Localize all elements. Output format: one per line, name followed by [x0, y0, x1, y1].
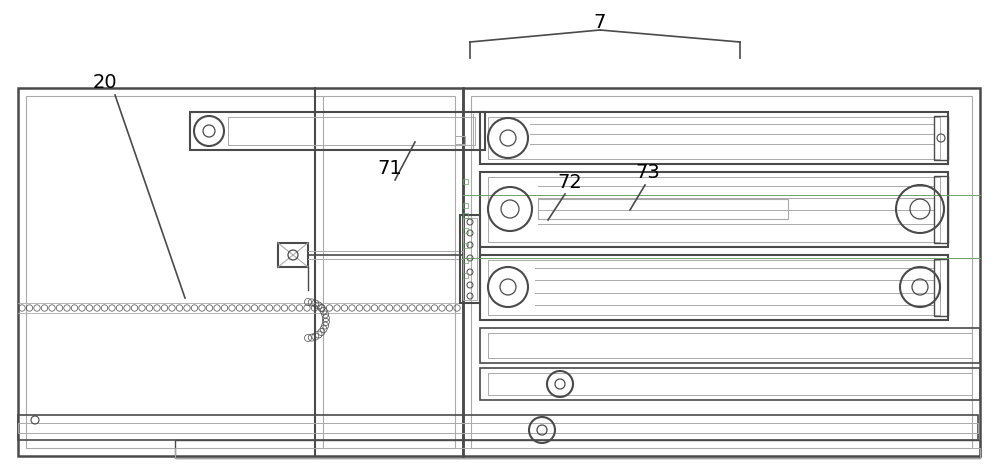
Bar [471, 96, 972, 448]
Bar [480, 328, 980, 363]
Bar [463, 213, 468, 218]
Bar [463, 228, 468, 233]
Bar [18, 423, 978, 433]
Bar [480, 368, 980, 400]
Bar [934, 259, 948, 316]
Bar [480, 255, 948, 320]
Bar [18, 415, 978, 440]
Bar [463, 243, 468, 248]
Bar [488, 373, 972, 395]
Bar [26, 96, 455, 448]
Bar [175, 448, 980, 458]
Bar [463, 88, 980, 456]
Bar [488, 333, 972, 358]
Bar [278, 243, 308, 267]
Bar [463, 179, 468, 184]
Bar [463, 203, 468, 208]
Bar [190, 112, 485, 150]
Bar [488, 260, 940, 315]
Bar [463, 258, 468, 263]
Bar [18, 88, 463, 456]
Bar [488, 177, 940, 242]
Bar [934, 176, 948, 243]
Text: 71: 71 [378, 159, 402, 178]
Bar [463, 218, 477, 300]
Text: 7: 7 [594, 12, 606, 31]
Bar [488, 117, 940, 159]
Bar [538, 199, 788, 219]
Bar [455, 136, 465, 144]
Bar [460, 215, 480, 303]
Bar [934, 116, 948, 160]
Bar [463, 273, 468, 278]
Bar [480, 112, 948, 164]
Text: 20: 20 [93, 73, 117, 92]
Bar [175, 440, 980, 458]
Bar [480, 172, 948, 247]
Bar [228, 117, 475, 145]
Text: 72: 72 [558, 172, 582, 191]
Text: 73: 73 [636, 162, 660, 181]
